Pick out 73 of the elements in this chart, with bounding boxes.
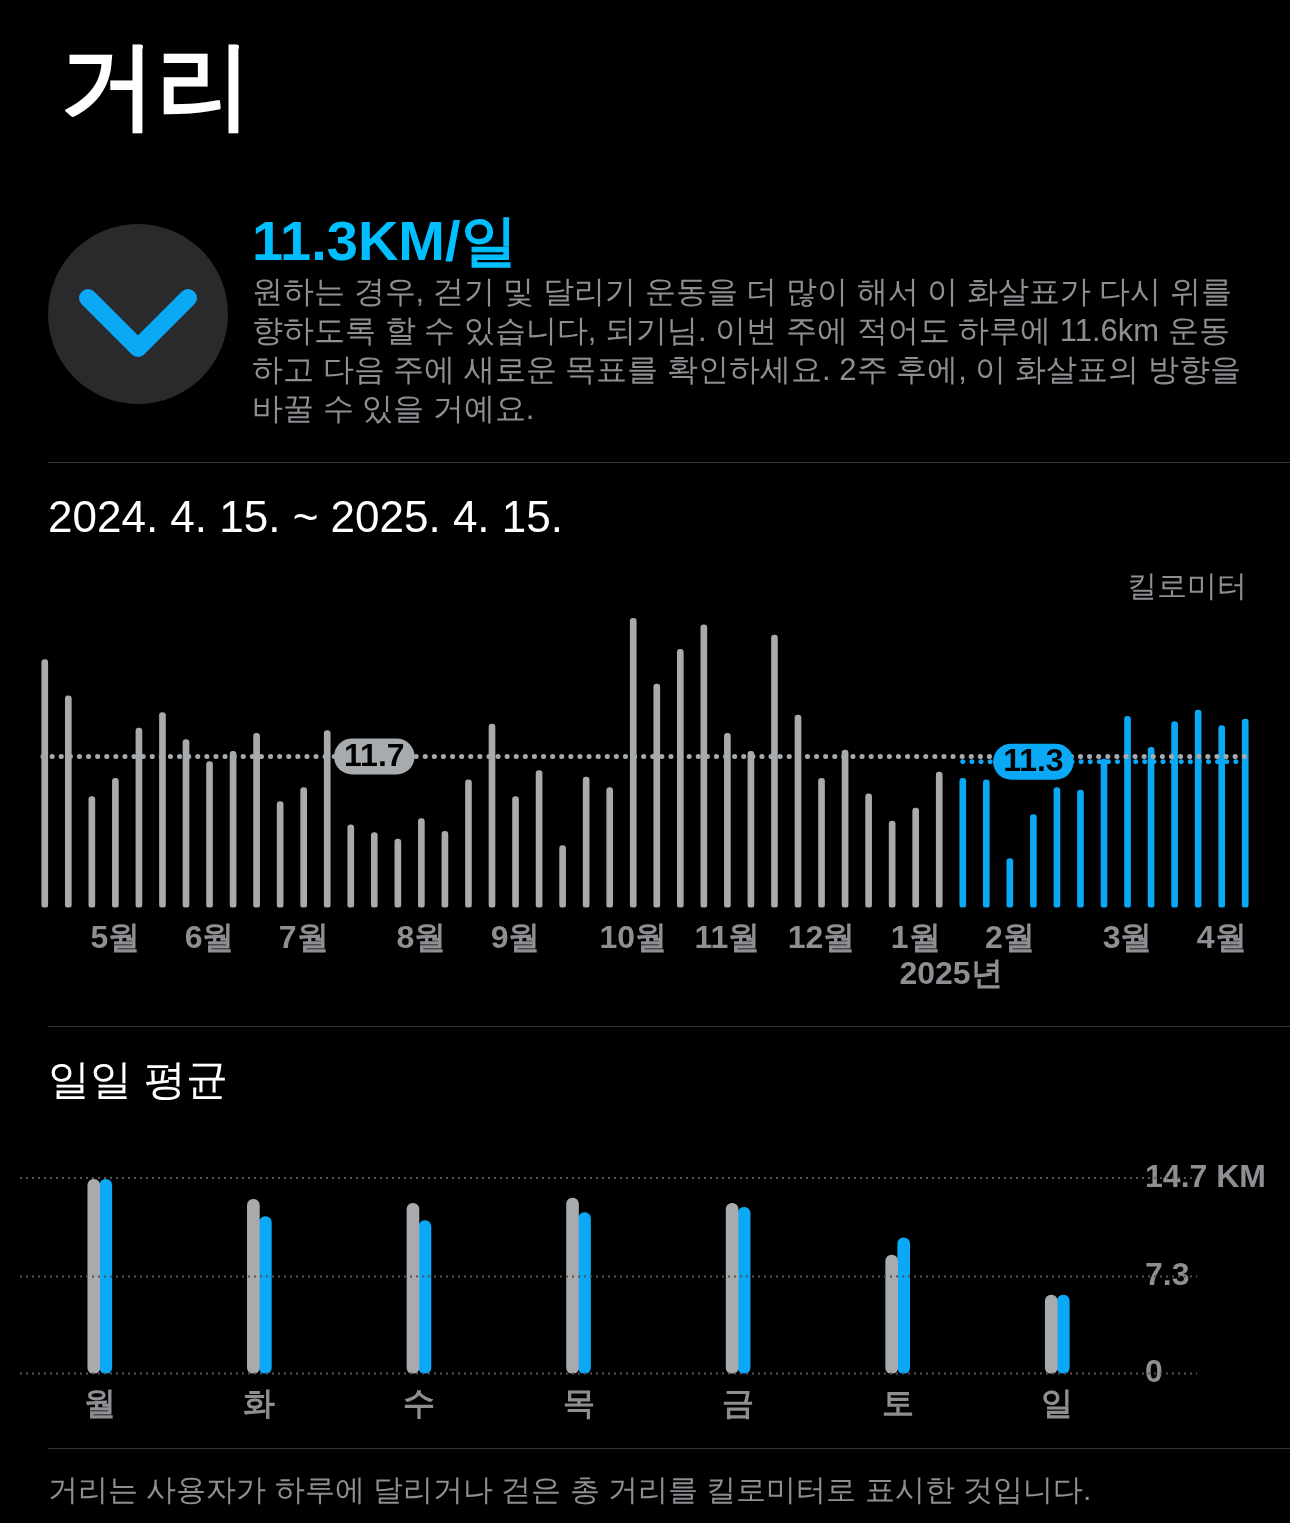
x-tick-label: 11월 xyxy=(694,918,761,955)
x-tick-label: 10월 xyxy=(599,918,668,955)
bar xyxy=(1044,1294,1058,1374)
x-tick-label: 토 xyxy=(881,1384,914,1421)
bar xyxy=(959,778,967,908)
x-tick-label: 9월 xyxy=(490,918,541,955)
bar xyxy=(885,1254,899,1374)
bar xyxy=(259,1216,272,1374)
bar xyxy=(818,778,825,908)
bar xyxy=(418,818,425,908)
x-tick-label: 12월 xyxy=(787,918,856,955)
x-tick-label: 3월 xyxy=(1102,918,1153,955)
x-tick-label: 수 xyxy=(402,1384,435,1421)
bar xyxy=(370,832,378,908)
bar xyxy=(88,796,96,908)
x-tick-label: 2월 xyxy=(984,918,1035,955)
bar xyxy=(247,1198,260,1374)
bar xyxy=(394,838,402,908)
bar xyxy=(276,801,284,908)
y-axis-title: 킬로미터 xyxy=(1127,569,1247,603)
bar xyxy=(206,761,213,908)
bar xyxy=(865,793,872,908)
bar xyxy=(418,1220,432,1374)
bar xyxy=(578,1212,591,1374)
x-tick-label: 일 xyxy=(1041,1384,1074,1421)
bar xyxy=(912,807,920,908)
ref-line-label: 11.7 xyxy=(344,737,405,774)
bar xyxy=(465,779,472,908)
bar xyxy=(512,796,519,908)
bar xyxy=(935,771,943,908)
x-tick-label: 월 xyxy=(83,1384,116,1421)
bar xyxy=(112,778,119,908)
chart-subtitle: 2024. 4. 15. ~ 2025. 4. 15. xyxy=(48,492,563,542)
bar xyxy=(1006,858,1014,908)
bar xyxy=(888,820,896,908)
bar xyxy=(559,845,566,908)
text: 11.3KM/일 xyxy=(252,209,517,272)
bar xyxy=(566,1197,579,1374)
y-tick-label: 0 xyxy=(1145,1353,1163,1390)
text: 원하는 경우, 걷기 및 달리기 운동을 더 많이 해서 이 화살표가 다시 위를 향하도록 할 수 있습니다, 되기님. 이번 주에 적어도 하루에 11.6km 운동하고 다음 주에 새로운 목표를 확인하세요. 2주 후에, 이 화살표의 방향을 바꿀 수 있을 거예요. xyxy=(252,273,1242,428)
bar xyxy=(1053,787,1061,908)
ref-line-label: 11.3 xyxy=(1003,742,1064,779)
bar xyxy=(300,787,308,908)
bar xyxy=(347,824,355,908)
y-tick-label: 14.7 KM xyxy=(1145,1157,1266,1194)
bar xyxy=(1077,789,1084,908)
bar xyxy=(441,831,449,908)
bar xyxy=(1056,1294,1070,1374)
bar xyxy=(406,1202,420,1374)
chart-title: 거리 xyxy=(60,30,252,140)
bar xyxy=(725,1202,739,1374)
x-tick-label: 4월 xyxy=(1196,918,1247,955)
bar xyxy=(737,1206,751,1374)
text: 거리는 사용자가 하루에 달리거나 걷은 총 거리를 킬로미터로 표시한 것입니다. xyxy=(48,1472,1092,1508)
bar xyxy=(99,1179,113,1374)
x-tick-label: 목 xyxy=(562,1384,595,1421)
bar xyxy=(1030,814,1037,908)
x-tick-label: 7월 xyxy=(278,918,329,955)
bar xyxy=(535,770,543,908)
text: 2025년 xyxy=(899,955,1003,992)
x-tick-label: 금 xyxy=(722,1384,755,1421)
chart-title: 일일 평균 xyxy=(48,1055,228,1105)
y-tick-label: 7.3 xyxy=(1145,1256,1190,1293)
x-tick-label: 화 xyxy=(243,1384,276,1421)
bar xyxy=(982,779,990,908)
x-tick-label: 8월 xyxy=(396,918,447,955)
x-tick-label: 6월 xyxy=(184,918,235,955)
bar xyxy=(87,1179,101,1374)
bar xyxy=(606,787,614,908)
bar xyxy=(582,776,590,908)
bar xyxy=(897,1237,911,1374)
x-tick-label: 5월 xyxy=(90,918,141,955)
x-tick-label: 1월 xyxy=(890,918,941,955)
